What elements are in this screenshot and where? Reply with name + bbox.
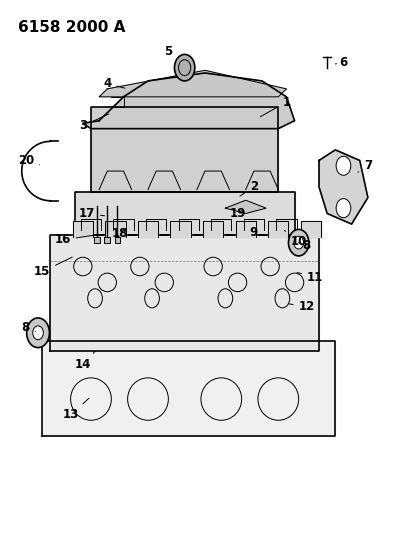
Text: 2: 2 [239,181,257,196]
Polygon shape [235,221,255,237]
Polygon shape [267,221,288,237]
Text: 4: 4 [103,77,125,90]
Polygon shape [202,221,223,237]
Text: 12: 12 [288,300,314,313]
Polygon shape [105,221,125,237]
Text: 1: 1 [260,95,290,117]
Text: 3: 3 [79,114,108,133]
Text: 14: 14 [74,351,95,371]
Polygon shape [170,221,190,237]
Polygon shape [137,221,158,237]
Text: 20: 20 [18,154,39,167]
Circle shape [335,199,350,217]
FancyBboxPatch shape [104,237,110,243]
Polygon shape [50,235,318,351]
Text: 8: 8 [298,239,310,252]
Polygon shape [300,221,320,237]
Polygon shape [137,221,158,237]
Circle shape [335,156,350,175]
Polygon shape [267,221,288,237]
Text: 10: 10 [284,230,306,247]
Polygon shape [83,73,294,128]
Polygon shape [74,192,294,235]
Polygon shape [170,221,190,237]
Text: 11: 11 [297,271,322,284]
Text: 17: 17 [79,207,104,220]
Circle shape [27,318,49,348]
Circle shape [288,229,308,256]
Polygon shape [235,221,255,237]
Polygon shape [225,200,265,214]
Circle shape [293,236,303,249]
Polygon shape [105,221,125,237]
Polygon shape [99,70,286,97]
Polygon shape [318,150,367,224]
Polygon shape [42,341,335,436]
FancyBboxPatch shape [94,237,100,243]
Text: 9: 9 [249,225,257,239]
Polygon shape [300,221,320,237]
FancyBboxPatch shape [115,237,120,243]
Text: 8: 8 [22,321,36,334]
Polygon shape [72,221,93,237]
Polygon shape [91,108,278,192]
Text: 13: 13 [62,398,89,422]
Text: 6158 2000 A: 6158 2000 A [18,20,125,35]
Text: 16: 16 [54,233,94,246]
Text: 6: 6 [335,56,347,69]
Text: 19: 19 [229,207,245,220]
Polygon shape [202,221,223,237]
Polygon shape [72,221,93,237]
Text: 7: 7 [357,159,371,172]
Circle shape [33,326,43,340]
Text: 18: 18 [111,227,127,240]
Circle shape [174,54,194,81]
Text: 15: 15 [34,257,72,278]
Text: 5: 5 [164,45,178,58]
